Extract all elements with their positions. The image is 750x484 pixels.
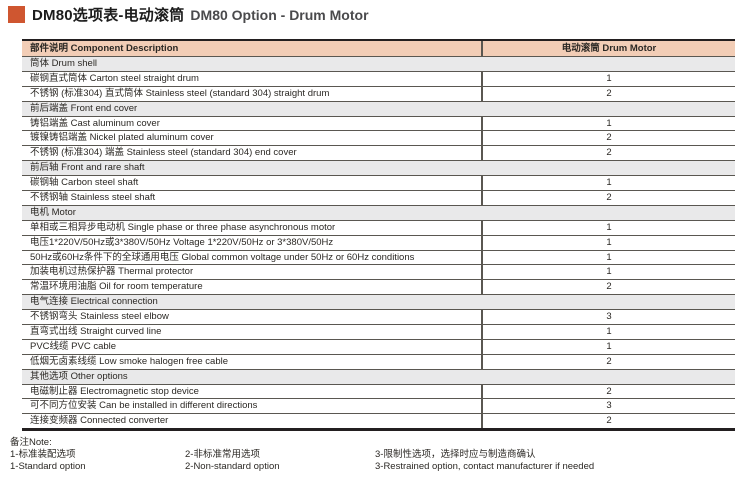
row-label: 不锈钢 (标准304) 端盖 Stainless steel (standard… xyxy=(30,147,297,159)
table-row: 常温环境用油脂 Oil for room temperature 2 xyxy=(22,279,735,295)
row-value: 2 xyxy=(481,384,735,399)
table-row: 直弯式出线 Straight curved line 1 xyxy=(22,324,735,339)
row-value: 3 xyxy=(481,310,735,325)
page-title-english: DM80 Option - Drum Motor xyxy=(190,6,369,23)
table-row: 碳钢直式筒体 Carton steel straight drum 1 xyxy=(22,70,735,86)
table-row: 50Hz或60Hz条件下的全球通用电压 Global common voltag… xyxy=(22,249,735,265)
table-row: 镀镍铸铝端盖 Nickel plated aluminum cover 2 xyxy=(22,130,735,146)
section-label: 前后端盖 Front end cover xyxy=(30,102,138,114)
orange-square-icon xyxy=(8,6,25,23)
page-title-chinese: DM80选项表-电动滚筒 xyxy=(32,7,185,24)
table-row: PVC线缆 PVC cable 1 xyxy=(22,338,735,354)
row-value: 1 xyxy=(481,220,735,235)
row-label: 常温环境用油脂 Oil for room temperature xyxy=(30,281,203,293)
row-label: 不锈钢弯头 Stainless steel elbow xyxy=(30,311,169,323)
row-label: 连接变频器 Connected converter xyxy=(30,415,169,427)
row-value: 1 xyxy=(481,265,735,280)
row-value: 1 xyxy=(481,235,735,250)
row-value: 2 xyxy=(481,131,735,146)
note-non-standard-option: 2-非标准常用选项 2-Non-standard option xyxy=(185,449,280,473)
row-label: 不锈钢轴 Stainless steel shaft xyxy=(30,191,156,203)
table-section-row: 其他选项 Other options xyxy=(22,368,735,384)
row-label: 可不同方位安装 Can be installed in different di… xyxy=(30,400,258,412)
options-table: 部件说明 Component Description 电动滚筒 Drum Mot… xyxy=(22,39,735,432)
table-row: 不锈钢 (标准304) 直式筒体 Stainless steel (standa… xyxy=(22,85,735,101)
row-value: 2 xyxy=(481,191,735,205)
row-value: 1 xyxy=(481,116,735,131)
note-cn: 3-限制性选项，选择时应与制造商确认 xyxy=(375,449,536,460)
table-row: 碳钢轴 Carbon steel shaft 1 xyxy=(22,175,735,191)
row-label: 低烟无卤素线缆 Low smoke halogen free cable xyxy=(30,355,228,367)
row-value: 2 xyxy=(481,414,735,429)
section-label: 筒体 Drum shell xyxy=(30,57,98,69)
row-value: 1 xyxy=(481,325,735,339)
row-value: 1 xyxy=(481,250,735,265)
table-row: 电压1*220V/50Hz或3*380V/50Hz Voltage 1*220V… xyxy=(22,234,735,250)
row-value: 2 xyxy=(481,354,735,369)
table-row: 不锈钢弯头 Stainless steel elbow 3 xyxy=(22,309,735,325)
table-row: 铸铝端盖 Cast aluminum cover 1 xyxy=(22,115,735,131)
row-value: 1 xyxy=(481,339,735,354)
row-label: 直弯式出线 Straight curved line xyxy=(30,325,162,337)
row-label: 50Hz或60Hz条件下的全球通用电压 Global common voltag… xyxy=(30,251,415,263)
row-label: 镀镍铸铝端盖 Nickel plated aluminum cover xyxy=(30,132,214,144)
table-section-row: 前后轴 Front and rare shaft xyxy=(22,160,735,176)
note-en: 2-Non-standard option xyxy=(185,461,280,472)
table-row: 单相或三相异步电动机 Single phase or three phase a… xyxy=(22,219,735,235)
table-section-row: 电气连接 Electrical connection xyxy=(22,294,735,310)
column-header-drum-motor: 电动滚筒 Drum Motor xyxy=(481,41,735,56)
row-label: 电磁制止器 Electromagnetic stop device xyxy=(30,385,199,397)
footnotes: 备注Note: 1-标准装配选项 1-Standard option 2-非标准… xyxy=(10,437,594,472)
table-row: 加装电机过热保护器 Thermal protector 1 xyxy=(22,264,735,280)
note-cn: 2-非标准常用选项 xyxy=(185,449,260,460)
table-row: 可不同方位安装 Can be installed in different di… xyxy=(22,398,735,414)
table-row: 不锈钢 (标准304) 端盖 Stainless steel (standard… xyxy=(22,145,735,161)
note-restrained-option: 3-限制性选项，选择时应与制造商确认 3-Restrained option, … xyxy=(375,449,594,473)
note-standard-option: 1-标准装配选项 1-Standard option xyxy=(10,449,86,473)
note-en: 1-Standard option xyxy=(10,461,86,472)
row-value: 1 xyxy=(481,176,735,191)
table-section-row: 筒体 Drum shell xyxy=(22,56,735,71)
table-row: 低烟无卤素线缆 Low smoke halogen free cable 2 xyxy=(22,353,735,369)
row-label: 加装电机过热保护器 Thermal protector xyxy=(30,266,194,278)
table-row: 不锈钢轴 Stainless steel shaft 2 xyxy=(22,190,735,205)
row-value: 2 xyxy=(481,280,735,295)
row-label: 电压1*220V/50Hz或3*380V/50Hz Voltage 1*220V… xyxy=(30,236,334,248)
table-section-row: 电机 Motor xyxy=(22,204,735,220)
row-label: PVC线缆 PVC cable xyxy=(30,340,117,352)
row-value: 1 xyxy=(481,71,735,86)
table-section-row: 前后端盖 Front end cover xyxy=(22,100,735,116)
table-row: 连接变频器 Connected converter 2 xyxy=(22,413,735,429)
notes-title: 备注Note: xyxy=(10,437,52,448)
section-label: 其他选项 Other options xyxy=(30,370,128,382)
note-cn: 1-标准装配选项 xyxy=(10,449,76,460)
section-label: 电气连接 Electrical connection xyxy=(30,296,158,308)
row-value: 2 xyxy=(481,86,735,101)
table-row: 电磁制止器 Electromagnetic stop device 2 xyxy=(22,383,735,399)
row-label: 碳钢轴 Carbon steel shaft xyxy=(30,177,139,189)
note-en: 3-Restrained option, contact manufacture… xyxy=(375,461,595,472)
section-label: 电机 Motor xyxy=(30,206,76,218)
row-label: 碳钢直式筒体 Carton steel straight drum xyxy=(30,72,199,84)
row-label: 铸铝端盖 Cast aluminum cover xyxy=(30,117,160,129)
row-value: 3 xyxy=(481,399,735,414)
table-header-row: 部件说明 Component Description 电动滚筒 Drum Mot… xyxy=(22,41,735,56)
row-value: 2 xyxy=(481,146,735,161)
column-header-description: 部件说明 Component Description xyxy=(30,42,179,54)
page-title: DM80选项表-电动滚筒 DM80 Option - Drum Motor xyxy=(8,4,369,25)
row-label: 不锈钢 (标准304) 直式筒体 Stainless steel (standa… xyxy=(30,87,330,99)
section-label: 前后轴 Front and rare shaft xyxy=(30,162,145,174)
row-label: 单相或三相异步电动机 Single phase or three phase a… xyxy=(30,221,336,233)
